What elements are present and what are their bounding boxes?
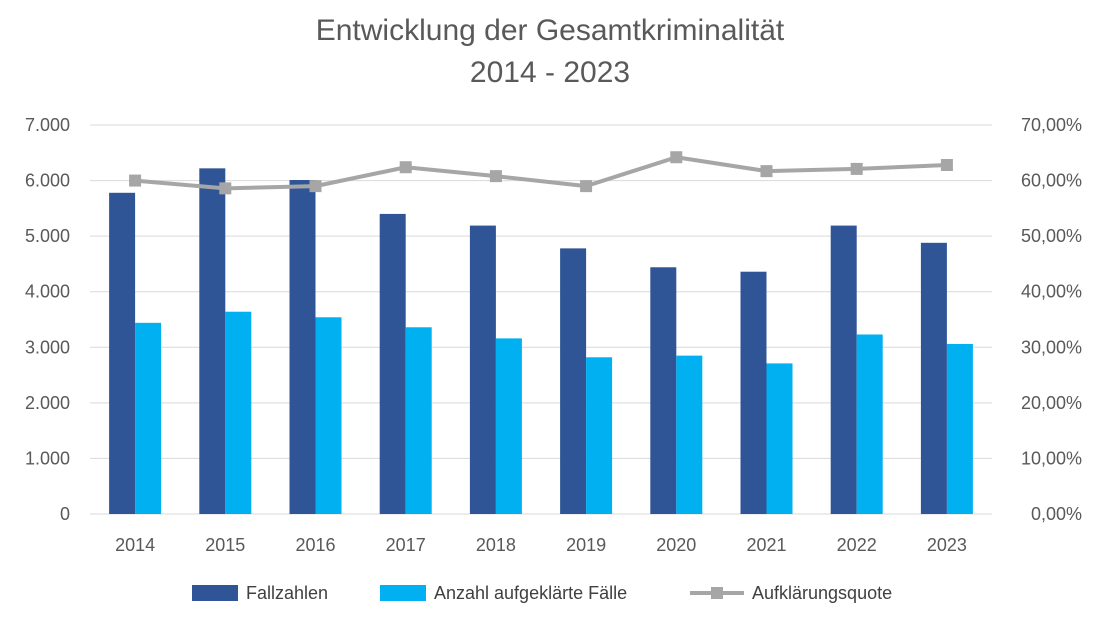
right-tick-label: 40,00%: [1021, 282, 1082, 302]
left-tick-label: 1.000: [25, 448, 70, 468]
left-tick-label: 2.000: [25, 393, 70, 413]
line-point-2016: [309, 180, 322, 193]
line-point-2023: [940, 159, 953, 172]
left-tick-label: 0: [60, 504, 70, 524]
line-point-2017: [399, 161, 412, 174]
x-tick-label: 2021: [746, 535, 786, 555]
legend-label: Anzahl aufgeklärte Fälle: [434, 583, 627, 603]
line-point-2019: [580, 180, 593, 193]
bar-aufgeklaerte-faelle-2014: [135, 322, 162, 514]
bar-fallzahlen-2015: [199, 168, 226, 515]
bar-aufgeklaerte-faelle-2018: [495, 338, 522, 514]
left-tick-label: 4.000: [25, 282, 70, 302]
right-tick-label: 20,00%: [1021, 393, 1082, 413]
right-axis-ticks: 0,00% 10,00% 20,00% 30,00% 40,00% 50,00% 60,00…: [1021, 115, 1082, 524]
left-tick-label: 7.000: [25, 115, 70, 135]
legend-swatch: [380, 585, 426, 601]
bar-fallzahlen-2014: [109, 192, 136, 514]
legend-label: Aufklärungsquote: [752, 583, 892, 603]
left-tick-label: 6.000: [25, 171, 70, 191]
bar-aufgeklaerte-faelle-2020: [676, 355, 703, 514]
bar-fallzahlen-2020: [650, 267, 677, 514]
bar-aufgeklaerte-faelle-2022: [856, 334, 883, 514]
right-tick-label: 30,00%: [1021, 337, 1082, 357]
line-point-2020: [670, 151, 683, 164]
right-tick-label: 10,00%: [1021, 448, 1082, 468]
bar-fallzahlen-2018: [469, 225, 496, 514]
legend-label: Fallzahlen: [246, 583, 328, 603]
line-aufklaerungsquote: [134, 155, 947, 191]
x-tick-label: 2018: [476, 535, 516, 555]
x-tick-label: 2022: [837, 535, 877, 555]
right-tick-label: 50,00%: [1021, 226, 1082, 246]
left-tick-label: 5.000: [25, 226, 70, 246]
x-tick-label: 2020: [656, 535, 696, 555]
left-axis-ticks: 0 1.000 2.000 3.000 4.000 5.000 6.000 7.000: [25, 115, 70, 524]
left-tick-label: 3.000: [25, 337, 70, 357]
chart-subtitle: 2014 - 2023: [470, 56, 630, 89]
bar-fallzahlen-2021: [740, 271, 767, 514]
line-point-2022: [850, 162, 863, 175]
bars: [109, 168, 973, 515]
bar-fallzahlen-2023: [920, 242, 947, 514]
x-tick-label: 2015: [205, 535, 245, 555]
line-point-2018: [489, 170, 502, 183]
x-tick-label: 2019: [566, 535, 606, 555]
bar-fallzahlen-2017: [379, 213, 406, 514]
bar-aufgeklaerte-faelle-2021: [766, 363, 793, 514]
right-tick-label: 70,00%: [1021, 115, 1082, 135]
line-series: [129, 151, 953, 195]
right-tick-label: 60,00%: [1021, 171, 1082, 191]
bar-fallzahlen-2019: [560, 248, 587, 514]
bar-aufgeklaerte-faelle-2016: [315, 317, 342, 514]
chart-title: Entwicklung der Gesamtkriminalität: [316, 14, 785, 47]
x-tick-label: 2017: [386, 535, 426, 555]
right-tick-label: 0,00%: [1031, 504, 1082, 524]
legend-marker: [711, 587, 723, 599]
bar-aufgeklaerte-faelle-2017: [405, 327, 432, 514]
x-tick-label: 2023: [927, 535, 967, 555]
x-tick-label: 2014: [115, 535, 155, 555]
line-point-2021: [760, 165, 773, 178]
bar-aufgeklaerte-faelle-2023: [946, 343, 973, 514]
line-point-2015: [219, 182, 232, 195]
legend: Fallzahlen Anzahl aufgeklärte Fälle Aufklä…: [192, 583, 892, 603]
line-point-2014: [129, 174, 142, 187]
bar-aufgeklaerte-faelle-2015: [225, 311, 252, 514]
legend-swatch: [192, 585, 238, 601]
x-tick-label: 2016: [295, 535, 335, 555]
x-axis-ticks: 2014 2015 2016 2017 2018 2019 2020 2021 2022 2023: [115, 535, 967, 555]
bar-fallzahlen-2016: [289, 180, 316, 514]
bar-aufgeklaerte-faelle-2019: [586, 357, 613, 514]
bar-fallzahlen-2022: [830, 225, 857, 514]
